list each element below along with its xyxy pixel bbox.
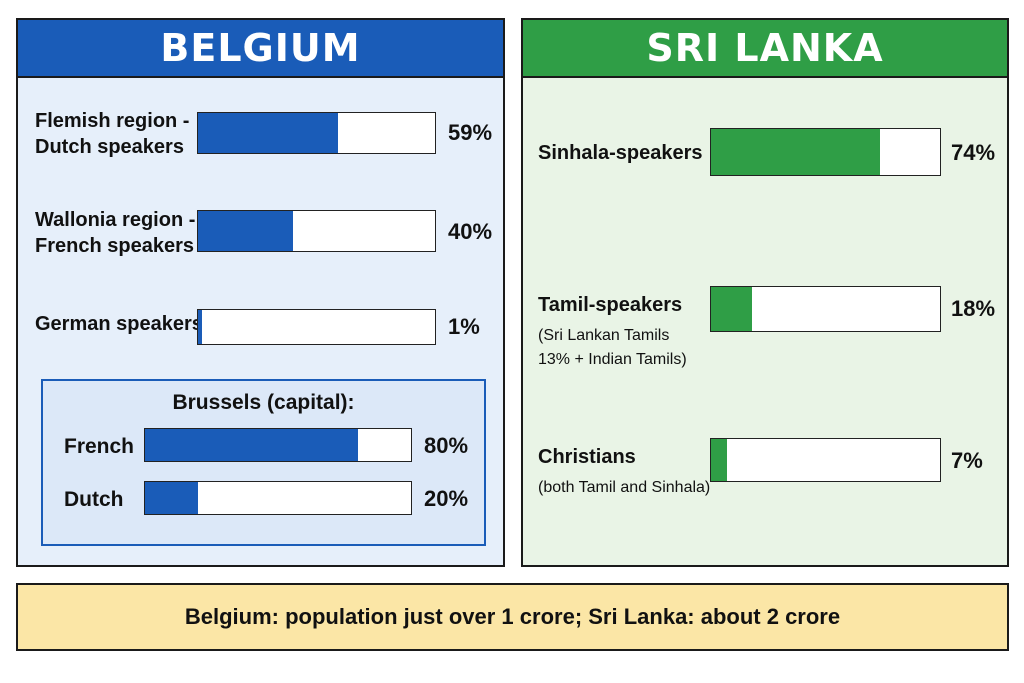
srilanka-row-label: Christians bbox=[538, 446, 636, 468]
brussels-title: Brussels (capital): bbox=[172, 391, 355, 414]
srilanka-row-note: (Sri Lankan Tamils 13% + Indian Tamils) bbox=[538, 324, 687, 372]
belgium-row-label-line2: French speakers bbox=[35, 235, 194, 257]
srilanka-row-label: Tamil-speakers bbox=[538, 294, 683, 316]
belgium-value-label: 40% bbox=[448, 219, 493, 244]
brussels-bar-fill bbox=[145, 429, 358, 461]
belgium-row-label: Wallonia region - French speakers bbox=[35, 207, 195, 259]
srilanka-panel: SRI LANKA Sinhala-speakers 74% Tamil-spe… bbox=[521, 18, 1009, 567]
belgium-bar bbox=[197, 112, 436, 154]
srilanka-bar-fill bbox=[711, 129, 881, 175]
brussels-bar-fill bbox=[145, 482, 199, 514]
srilanka-row-note-line2: 13% + Indian Tamils) bbox=[538, 351, 687, 368]
belgium-bar bbox=[197, 309, 436, 345]
brussels-row-label: Dutch bbox=[64, 488, 124, 511]
footer-note: Belgium: population just over 1 crore; S… bbox=[16, 583, 1009, 651]
srilanka-bar-fill bbox=[711, 287, 753, 331]
srilanka-value-label: 74% bbox=[951, 140, 996, 165]
srilanka-bar bbox=[710, 438, 941, 482]
srilanka-row-label: Sinhala-speakers bbox=[538, 142, 703, 164]
belgium-row-label: Flemish region - Dutch speakers bbox=[35, 108, 189, 160]
srilanka-value-label: 7% bbox=[951, 448, 983, 473]
belgium-row-label-line1: Flemish region - bbox=[35, 110, 190, 132]
srilanka-bar bbox=[710, 286, 941, 332]
belgium-value-label: 59% bbox=[448, 120, 493, 145]
srilanka-bar bbox=[710, 128, 941, 176]
brussels-bar bbox=[144, 481, 412, 515]
belgium-row-label-line2: Dutch speakers bbox=[35, 136, 184, 158]
belgium-title: BELGIUM bbox=[18, 20, 503, 78]
belgium-panel: BELGIUM Flemish region - Dutch speakers … bbox=[16, 18, 505, 567]
brussels-box: Brussels (capital): French 80% Dutch 20% bbox=[41, 379, 486, 546]
belgium-bar bbox=[197, 210, 436, 252]
belgium-bar-fill bbox=[198, 211, 293, 251]
srilanka-value-label: 18% bbox=[951, 296, 996, 321]
belgium-row-label: German speakers bbox=[35, 311, 203, 337]
belgium-row-label-line1: German speakers bbox=[35, 313, 203, 335]
belgium-bar-fill bbox=[198, 113, 338, 153]
brussels-row-label: French bbox=[64, 435, 135, 458]
brussels-bar bbox=[144, 428, 412, 462]
srilanka-title: SRI LANKA bbox=[523, 20, 1007, 78]
srilanka-bar-fill bbox=[711, 439, 728, 481]
brussels-value-label: 80% bbox=[424, 433, 469, 458]
brussels-value-label: 20% bbox=[424, 486, 469, 511]
srilanka-row-note-line1: (Sri Lankan Tamils bbox=[538, 327, 670, 344]
srilanka-row-note: (both Tamil and Sinhala) bbox=[538, 479, 711, 496]
belgium-row-label-line1: Wallonia region - bbox=[35, 209, 196, 231]
belgium-bar-fill bbox=[198, 310, 202, 344]
belgium-value-label: 1% bbox=[448, 314, 480, 339]
